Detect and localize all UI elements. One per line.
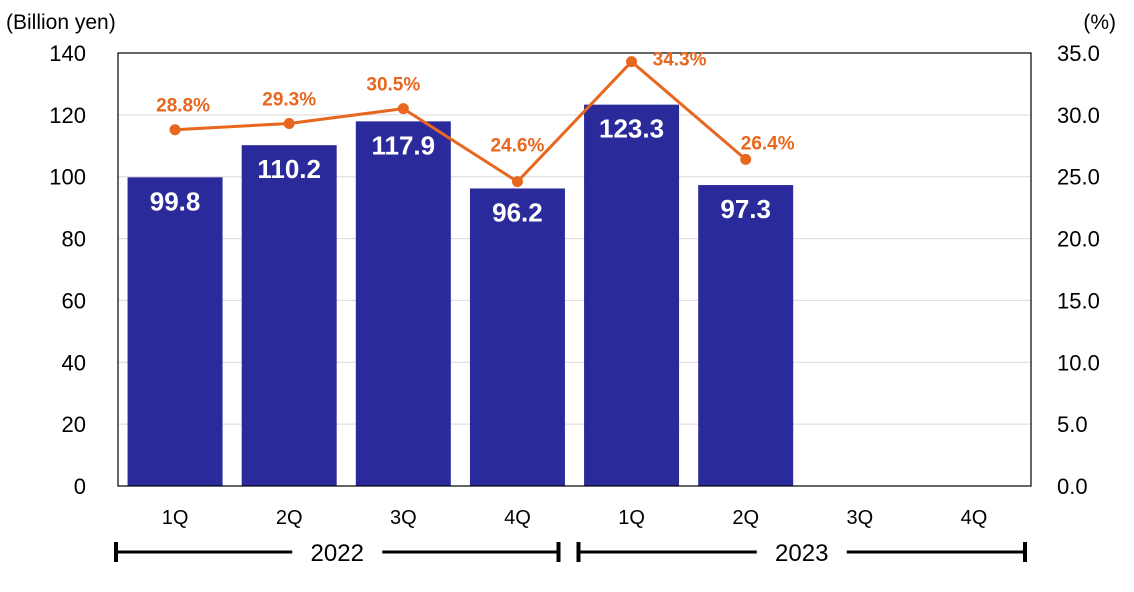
category-label-0: 1Q [162, 507, 189, 529]
right-tick-label-1: 5.0 [1057, 412, 1088, 437]
rate-label-3: 24.6% [491, 136, 545, 157]
rate-line-path [174, 59, 747, 184]
bar-value-label-0: 99.8 [150, 186, 201, 216]
bar-3 [469, 188, 565, 486]
category-label-3: 4Q [504, 507, 531, 529]
rate-label-2: 30.5% [366, 75, 420, 96]
plot-border [117, 52, 1032, 487]
year-group-1: 2023 [576, 540, 1027, 567]
bar-value-label-1: 110.2 [257, 154, 321, 184]
right-tick-label-2: 10.0 [1057, 350, 1100, 375]
right-tick-label-5: 25.0 [1057, 165, 1100, 190]
category-labels: 1Q 2Q 3Q 4Q 1Q 2Q 3Q 4Q [162, 507, 988, 529]
left-axis-ticks: 0 20 40 60 80 100 120 140 [49, 41, 86, 499]
left-tick-label-1: 20 [62, 412, 86, 437]
right-axis-ticks: 0.0 5.0 10.0 15.0 20.0 25.0 30.0 35.0 [1057, 41, 1100, 499]
bar-0 [127, 177, 223, 486]
left-tick-label-0: 0 [74, 474, 86, 499]
left-tick-label-5: 100 [49, 165, 86, 190]
rate-line: 28.8% 29.3% 30.5% 24.6% 34.3% 26.4% [156, 50, 795, 188]
left-tick-label-6: 120 [49, 103, 86, 128]
left-tick-label-3: 60 [62, 288, 86, 313]
right-tick-label-3: 15.0 [1057, 288, 1100, 313]
bars: 99.8 110.2 117.9 96.2 123.3 97.3 [127, 104, 794, 487]
right-tick-label-0: 0.0 [1057, 474, 1088, 499]
bar-value-label-2: 117.9 [371, 130, 435, 160]
year-groups: 2022 2023 [114, 540, 1027, 567]
category-label-2: 3Q [390, 507, 417, 529]
category-label-4: 1Q [618, 507, 645, 529]
right-tick-label-6: 30.0 [1057, 103, 1100, 128]
rate-label-0: 28.8% [156, 96, 210, 117]
left-tick-label-2: 40 [62, 350, 86, 375]
bar-1 [241, 145, 337, 486]
right-tick-label-7: 35.0 [1057, 41, 1100, 66]
plot-frame [117, 52, 1032, 487]
right-tick-label-4: 20.0 [1057, 227, 1100, 252]
bar-value-label-4: 123.3 [599, 114, 664, 144]
right-axis-unit: (%) [1083, 11, 1116, 34]
rate-point-4 [626, 56, 638, 68]
year-label-0: 2022 [311, 540, 364, 567]
left-axis-unit: (Billion yen) [6, 11, 116, 34]
rate-point-1 [283, 118, 295, 130]
rate-point-5 [740, 153, 752, 165]
left-tick-label-7: 140 [49, 41, 86, 66]
rate-label-5: 26.4% [741, 133, 795, 154]
rate-point-2 [397, 103, 409, 115]
category-label-6: 3Q [846, 507, 873, 529]
bar-4 [584, 104, 680, 487]
category-label-5: 2Q [732, 507, 759, 529]
rate-label-4: 34.3% [653, 50, 707, 71]
category-label-7: 4Q [961, 507, 988, 529]
category-label-1: 2Q [276, 507, 303, 529]
rate-label-1: 29.3% [262, 90, 316, 111]
bar-value-label-3: 96.2 [492, 197, 543, 227]
year-label-1: 2023 [775, 540, 828, 567]
rate-point-3 [511, 176, 523, 188]
bar-value-label-5: 97.3 [720, 194, 771, 224]
year-group-0: 2022 [114, 540, 561, 567]
bar-2 [355, 121, 451, 486]
left-tick-label-4: 80 [62, 227, 86, 252]
rate-point-0 [169, 124, 181, 136]
bar-5 [698, 185, 794, 486]
